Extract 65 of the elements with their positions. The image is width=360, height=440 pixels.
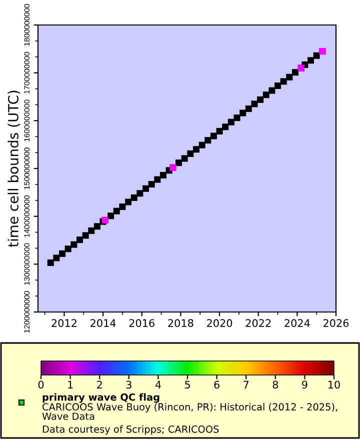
color-bar-label: 2 bbox=[97, 380, 102, 388]
point bbox=[262, 92, 270, 98]
color-bar-label: 3 bbox=[126, 380, 132, 389]
x-tick-label: 2024 bbox=[284, 319, 310, 328]
point bbox=[192, 146, 200, 153]
color-bar-label: 8 bbox=[272, 380, 278, 389]
point bbox=[216, 128, 223, 134]
point bbox=[257, 96, 264, 103]
point bbox=[76, 236, 83, 244]
y-axis-title: time cell bounds (UTC) bbox=[8, 90, 20, 248]
point bbox=[228, 118, 234, 126]
color-bar-label: 1 bbox=[68, 380, 73, 388]
point bbox=[47, 259, 54, 266]
point bbox=[222, 124, 229, 130]
x-tick-label: 2020 bbox=[207, 319, 232, 328]
point bbox=[251, 100, 258, 108]
color-bar-label: 0 bbox=[38, 380, 44, 389]
text: Data courtesy of Scripps; CARICOOS bbox=[42, 425, 219, 435]
x-tick-label: 2014 bbox=[90, 319, 116, 328]
point bbox=[119, 204, 126, 210]
point bbox=[204, 137, 212, 144]
color-bar-label: 9 bbox=[302, 380, 308, 389]
point bbox=[308, 57, 314, 64]
point bbox=[88, 227, 95, 234]
point bbox=[154, 176, 161, 183]
point bbox=[280, 78, 287, 85]
point bbox=[64, 246, 72, 252]
point bbox=[245, 105, 252, 112]
x-tick-label: 2012 bbox=[52, 319, 76, 328]
point bbox=[82, 232, 89, 239]
point bbox=[113, 208, 120, 214]
x-tick-label: 2022 bbox=[246, 319, 271, 328]
point bbox=[125, 198, 132, 206]
point bbox=[142, 185, 150, 192]
color-bar-label: 5 bbox=[184, 380, 190, 389]
point bbox=[160, 172, 166, 178]
x-tick-label: 2018 bbox=[168, 319, 194, 328]
point bbox=[130, 194, 138, 201]
point bbox=[268, 87, 276, 94]
color-bar-label: 10 bbox=[328, 380, 340, 389]
text: CARICOOS Wave Buoy (Rincon, PR): Historical (2012 - 2025), Wave Data bbox=[42, 403, 338, 420]
color-bar-label: 6 bbox=[214, 380, 220, 389]
point bbox=[53, 254, 60, 262]
point bbox=[313, 52, 320, 59]
point bbox=[108, 212, 114, 220]
point bbox=[286, 74, 293, 80]
point bbox=[292, 69, 298, 76]
point bbox=[136, 190, 144, 197]
point bbox=[175, 160, 182, 166]
color-bar-title: primary wave QC flag bbox=[42, 393, 160, 403]
point bbox=[234, 114, 240, 122]
point bbox=[181, 155, 188, 162]
x-tick-label: 2026 bbox=[324, 319, 349, 328]
x-tick-label: 2016 bbox=[129, 319, 154, 328]
color-bar-label: 4 bbox=[155, 380, 161, 388]
point bbox=[210, 132, 217, 140]
point bbox=[187, 150, 194, 157]
color-bar-label: 7 bbox=[244, 380, 249, 388]
point bbox=[148, 181, 155, 188]
point bbox=[59, 250, 66, 257]
point bbox=[94, 223, 100, 230]
point bbox=[240, 110, 246, 116]
point bbox=[274, 82, 282, 90]
point bbox=[70, 241, 78, 248]
point bbox=[198, 142, 206, 148]
